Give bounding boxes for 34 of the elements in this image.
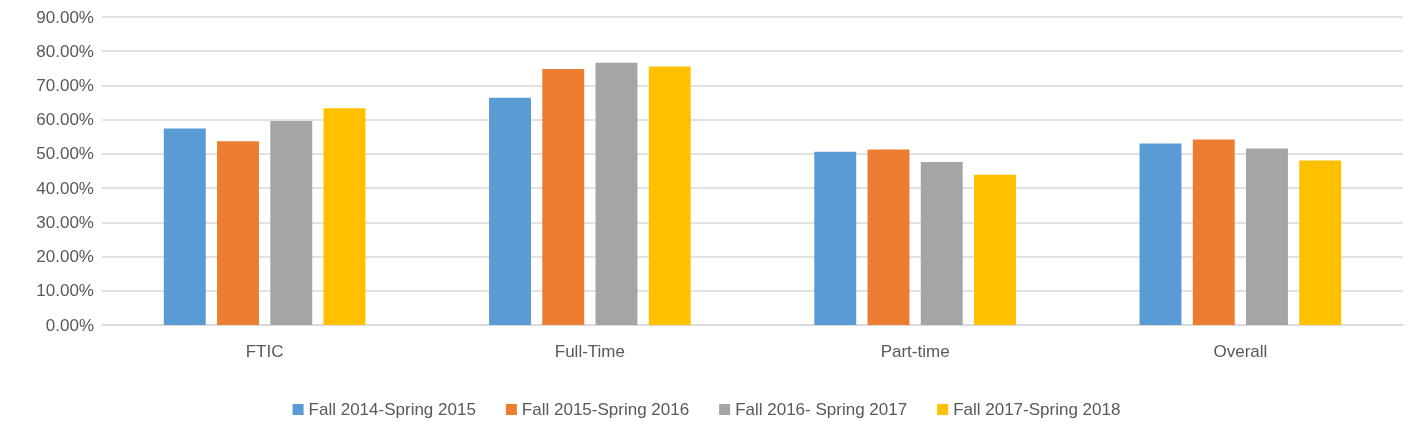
legend-label: Fall 2017-Spring 2018 bbox=[953, 400, 1121, 419]
bar bbox=[1246, 148, 1288, 325]
y-tick-label: 40.00% bbox=[36, 178, 94, 198]
x-tick-label: FTIC bbox=[245, 342, 284, 361]
y-tick-label: 30.00% bbox=[36, 212, 94, 232]
bar bbox=[323, 108, 366, 325]
x-tick-label: Part-time bbox=[880, 342, 950, 361]
y-tick-label: 90.00% bbox=[36, 7, 94, 27]
bar bbox=[163, 128, 206, 325]
y-tick-label: 50.00% bbox=[36, 144, 94, 164]
y-tick-label: 20.00% bbox=[36, 247, 94, 267]
bar bbox=[920, 162, 963, 325]
x-tick-label: Full-Time bbox=[554, 342, 625, 361]
bar bbox=[867, 149, 910, 325]
legend-label: Fall 2015-Spring 2016 bbox=[521, 400, 690, 419]
y-tick-label: 70.00% bbox=[36, 75, 94, 95]
bar bbox=[595, 62, 638, 325]
bar bbox=[648, 66, 691, 325]
bar bbox=[1139, 143, 1182, 325]
legend-label: Fall 2014-Spring 2015 bbox=[308, 400, 476, 419]
bar bbox=[217, 141, 259, 325]
bar bbox=[974, 174, 1016, 325]
y-tick-label: 0.00% bbox=[45, 315, 94, 335]
y-tick-label: 10.00% bbox=[36, 281, 94, 301]
y-tick-label: 60.00% bbox=[36, 110, 94, 130]
x-tick-label: Overall bbox=[1213, 342, 1268, 361]
y-tick-label: 80.00% bbox=[36, 41, 94, 61]
legend-label: Fall 2016- Spring 2017 bbox=[735, 400, 908, 419]
bar bbox=[489, 97, 531, 325]
bar bbox=[542, 69, 585, 325]
bar bbox=[1192, 139, 1235, 325]
bar bbox=[814, 151, 857, 325]
bar bbox=[1299, 160, 1342, 325]
bar bbox=[270, 121, 313, 325]
